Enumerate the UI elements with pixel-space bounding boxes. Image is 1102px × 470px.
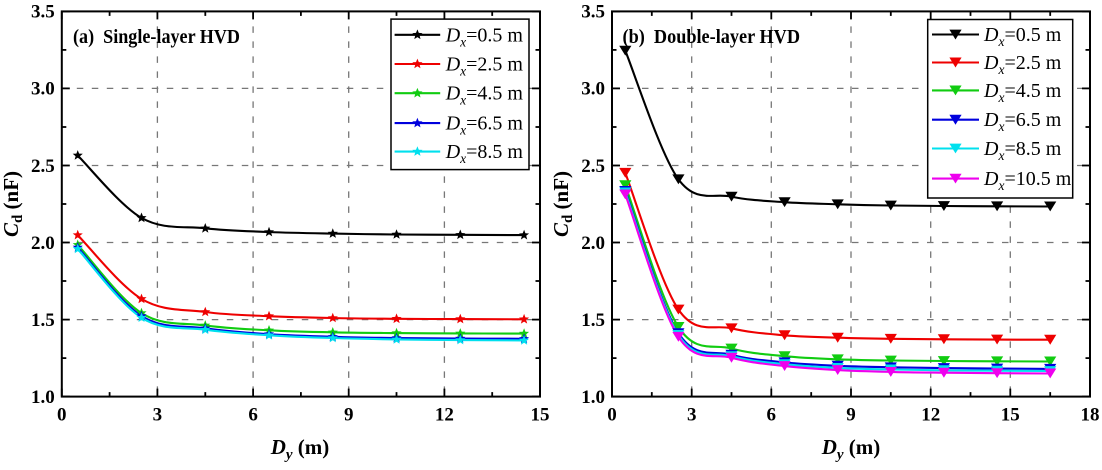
svg-text:Dx=6.5 m: Dx=6.5 m [445, 113, 524, 138]
svg-text:Dx=0.5 m: Dx=0.5 m [983, 24, 1062, 49]
svg-text:2.5: 2.5 [581, 156, 605, 177]
svg-text:Dy (m): Dy (m) [270, 435, 330, 463]
svg-text:Cd (nF): Cd (nF) [0, 171, 26, 237]
svg-text:15: 15 [1001, 404, 1020, 425]
svg-text:3.0: 3.0 [31, 79, 55, 100]
svg-text:9: 9 [344, 404, 354, 425]
svg-text:3.5: 3.5 [581, 2, 605, 23]
svg-text:Dx=8.5 m: Dx=8.5 m [983, 138, 1062, 163]
svg-text:2.0: 2.0 [581, 233, 605, 254]
svg-text:3.0: 3.0 [581, 79, 605, 100]
svg-text:Dx=10.5 m: Dx=10.5 m [983, 168, 1072, 193]
svg-text:6: 6 [248, 404, 258, 425]
svg-text:3: 3 [687, 404, 697, 425]
svg-text:6: 6 [767, 404, 777, 425]
svg-text:1.0: 1.0 [31, 387, 55, 408]
svg-text:Dx=4.5 m: Dx=4.5 m [445, 83, 524, 108]
svg-text:Dx=6.5 m: Dx=6.5 m [983, 109, 1062, 134]
svg-text:1.5: 1.5 [31, 310, 55, 331]
svg-text:Dx=2.5 m: Dx=2.5 m [983, 52, 1062, 77]
svg-text:12: 12 [921, 404, 940, 425]
svg-text:Dx=4.5 m: Dx=4.5 m [983, 80, 1062, 105]
svg-text:3: 3 [153, 404, 163, 425]
svg-text:2.5: 2.5 [31, 156, 55, 177]
svg-text:0: 0 [607, 404, 617, 425]
svg-text:(b) Double-layer HVD: (b) Double-layer HVD [623, 26, 801, 48]
svg-text:Dx=0.5 m: Dx=0.5 m [445, 24, 524, 49]
svg-text:0: 0 [57, 404, 67, 425]
svg-text:3.5: 3.5 [31, 2, 55, 23]
svg-text:12: 12 [435, 404, 454, 425]
svg-text:(a) Single-layer HVD: (a) Single-layer HVD [73, 26, 240, 48]
svg-text:15: 15 [531, 404, 550, 425]
svg-text:18: 18 [1081, 404, 1100, 425]
svg-text:Dx=2.5 m: Dx=2.5 m [445, 54, 524, 79]
svg-text:1.0: 1.0 [581, 387, 605, 408]
svg-text:9: 9 [846, 404, 856, 425]
svg-text:Dx=8.5 m: Dx=8.5 m [445, 141, 524, 166]
svg-text:1.5: 1.5 [581, 310, 605, 331]
svg-text:Dy (m): Dy (m) [821, 435, 881, 463]
svg-text:Cd (nF): Cd (nF) [549, 171, 576, 237]
svg-text:2.0: 2.0 [31, 233, 55, 254]
